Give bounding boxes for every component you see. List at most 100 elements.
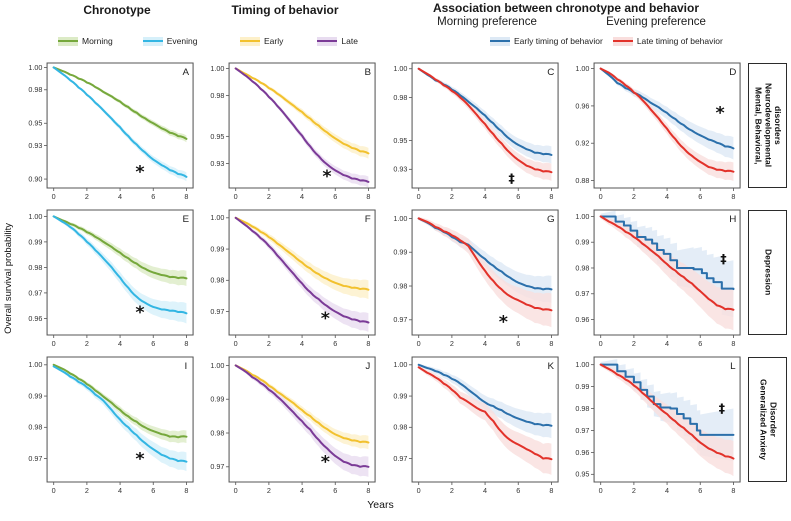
svg-text:0.98: 0.98	[393, 94, 407, 102]
svg-text:6: 6	[333, 193, 337, 201]
svg-text:4: 4	[483, 340, 487, 348]
column-title-association: Association between chronotype and behav…	[432, 1, 700, 15]
legend-item-early: Early	[240, 36, 283, 46]
morning-line-swatch	[58, 36, 78, 46]
survival-panel-C: 1.00 0.98 0.95 0.93 0 2 4 6 8 C ‡	[393, 62, 559, 201]
svg-text:B: B	[365, 67, 372, 78]
svg-text:8: 8	[184, 340, 188, 348]
svg-text:6: 6	[516, 340, 520, 348]
svg-text:1.00: 1.00	[28, 64, 42, 72]
survival-panel-D: 1.00 0.96 0.92 0.88 0 2 4 6 8 D *	[575, 62, 741, 201]
row-label-box-mental-behavioral: Mental, Behavioral, Neurodevelopmental d…	[748, 63, 787, 188]
svg-text:0.99: 0.99	[575, 383, 589, 391]
svg-text:8: 8	[184, 487, 188, 495]
svg-text:0: 0	[416, 340, 420, 348]
column-title-chronotype: Chronotype	[83, 3, 151, 17]
panels-container: 1.00 0.98 0.95 0.93 0.90 0 2 4 6 8 A * 1.00 0.98 0.95…	[16, 58, 745, 499]
svg-text:4: 4	[483, 193, 487, 201]
svg-text:4: 4	[300, 340, 304, 348]
svg-text:H: H	[729, 214, 736, 225]
row-label-box-depression: Depression	[748, 210, 787, 335]
svg-text:2: 2	[267, 487, 271, 495]
svg-text:0.98: 0.98	[28, 264, 42, 272]
legend-item-late-timing: Late timing of behavior	[612, 36, 723, 46]
svg-text:0: 0	[52, 193, 56, 201]
late-timing-line-swatch	[612, 36, 633, 46]
early-timing-line-swatch	[490, 36, 510, 46]
survival-panel-B: 1.00 0.98 0.95 0.93 0 2 4 6 8 B *	[211, 62, 376, 201]
svg-text:0.90: 0.90	[28, 176, 42, 184]
survival-panel-H: 1.00 0.99 0.98 0.97 0.96 0 2 4 6 8 H ‡	[575, 209, 741, 348]
svg-text:K: K	[547, 361, 554, 372]
svg-text:0.98: 0.98	[211, 92, 225, 100]
svg-text:0.98: 0.98	[211, 430, 225, 438]
svg-text:6: 6	[698, 340, 702, 348]
late-line-swatch	[317, 36, 338, 46]
survival-panel-J: 1.00 0.99 0.98 0.97 0 2 4 6 8 J *	[211, 356, 376, 495]
chart-grid: Overall survival probability 1.00 0.98 0.9…	[0, 58, 791, 499]
survival-panel-I: 1.00 0.99 0.98 0.97 0 2 4 6 8 I *	[28, 356, 194, 495]
row-label-box-generalized-anxiety: Generalized Anxiety Disorder	[748, 357, 787, 482]
svg-text:D: D	[729, 67, 736, 78]
y-axis-label: Overall survival probability	[2, 223, 14, 334]
legend-label: Late	[341, 36, 358, 46]
legend-item-late: Late	[317, 36, 358, 46]
svg-text:0.93: 0.93	[393, 166, 407, 174]
svg-text:2: 2	[449, 487, 453, 495]
svg-text:8: 8	[367, 487, 371, 495]
svg-text:*: *	[135, 303, 144, 323]
survival-panel-L: 1.00 0.99 0.98 0.97 0.96 0.95 0 2 4 6 8 L ‡	[575, 356, 741, 495]
svg-text:I: I	[184, 361, 187, 372]
svg-text:1.00: 1.00	[211, 362, 225, 370]
legend-timing: Early Late	[240, 36, 358, 46]
svg-text:4: 4	[300, 487, 304, 495]
svg-text:8: 8	[184, 193, 188, 201]
legend-label: Early	[264, 36, 284, 46]
legend-label: Early timing of behavior	[514, 36, 603, 46]
svg-text:0.98: 0.98	[575, 264, 589, 272]
svg-text:0.98: 0.98	[211, 277, 225, 285]
svg-text:4: 4	[300, 193, 304, 201]
svg-text:6: 6	[698, 487, 702, 495]
svg-text:6: 6	[333, 340, 337, 348]
subtitle-evening-preference: Evening preference	[606, 16, 706, 28]
svg-text:0.95: 0.95	[28, 120, 42, 128]
svg-text:4: 4	[118, 487, 122, 495]
svg-text:6: 6	[516, 193, 520, 201]
svg-text:0.95: 0.95	[575, 471, 589, 479]
svg-text:4: 4	[665, 340, 669, 348]
svg-text:2: 2	[449, 193, 453, 201]
svg-text:2: 2	[632, 340, 636, 348]
svg-text:0.93: 0.93	[211, 160, 225, 168]
x-axis-label: Years	[367, 499, 394, 511]
svg-text:*: *	[498, 313, 507, 333]
svg-text:‡: ‡	[720, 252, 726, 266]
svg-text:0.97: 0.97	[575, 427, 589, 435]
survival-panel-G: 1.00 0.99 0.98 0.97 0 2 4 6 8 G *	[393, 209, 559, 348]
svg-text:0.98: 0.98	[393, 283, 407, 291]
svg-text:‡: ‡	[718, 402, 724, 416]
legend-label: Morning	[82, 36, 113, 46]
row-label-text: Mental, Behavioral, Neurodevelopmental d…	[753, 83, 784, 168]
svg-text:*: *	[321, 309, 330, 329]
row-labels-column: Mental, Behavioral, Neurodevelopmental d…	[745, 58, 791, 499]
svg-text:1.00: 1.00	[575, 65, 589, 73]
svg-text:2: 2	[267, 193, 271, 201]
svg-text:A: A	[183, 67, 190, 78]
row-label-text: Depression	[763, 249, 774, 296]
svg-text:6: 6	[333, 487, 337, 495]
svg-text:0.96: 0.96	[28, 315, 42, 323]
svg-text:1.00: 1.00	[211, 214, 225, 222]
svg-text:0.97: 0.97	[575, 290, 589, 298]
svg-text:8: 8	[549, 487, 553, 495]
survival-panel-E: 1.00 0.99 0.98 0.97 0.96 0 2 4 6 8 E *	[28, 209, 194, 348]
svg-text:8: 8	[549, 193, 553, 201]
survival-panel-A: 1.00 0.98 0.95 0.93 0.90 0 2 4 6 8 A *	[28, 62, 194, 201]
svg-text:1.00: 1.00	[575, 361, 589, 369]
svg-text:8: 8	[549, 340, 553, 348]
svg-text:4: 4	[665, 487, 669, 495]
evening-line-swatch	[142, 36, 163, 46]
svg-text:0.98: 0.98	[28, 86, 42, 94]
svg-text:E: E	[183, 214, 190, 225]
